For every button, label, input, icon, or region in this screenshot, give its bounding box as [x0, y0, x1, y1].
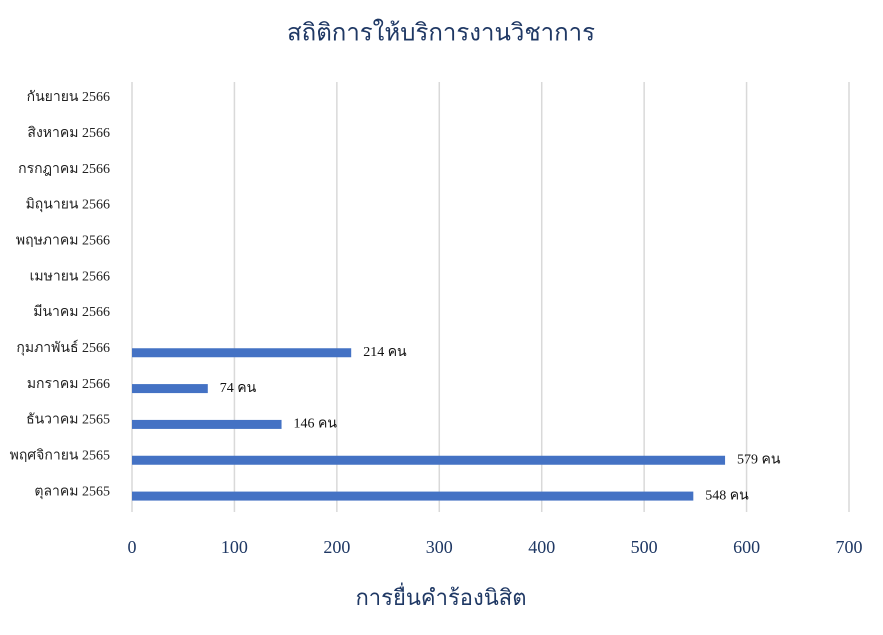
y-tick-label: ธันวาคม 2565: [26, 413, 110, 428]
y-tick-label: มกราคม 2566: [27, 377, 110, 392]
bar: [132, 419, 282, 429]
y-tick-label: กรกฎาคม 2566: [18, 162, 110, 177]
x-tick-label: 400: [528, 537, 555, 557]
x-tick-label: 500: [631, 537, 658, 557]
y-tick-label: เมษายน 2566: [30, 269, 110, 284]
bar: [132, 348, 352, 358]
x-tick-label: 700: [836, 537, 863, 557]
y-tick-label: ตุลาคม 2565: [34, 484, 110, 499]
x-tick-label: 300: [426, 537, 453, 557]
value-label: 146 คน: [294, 417, 338, 432]
x-tick-label: 200: [323, 537, 350, 557]
value-label: 548 คน: [705, 488, 749, 503]
bar: [132, 491, 694, 501]
x-tick-label: 600: [733, 537, 760, 557]
y-tick-label: พฤษภาคม 2566: [16, 233, 110, 248]
bar: [132, 384, 208, 394]
x-tick-label: 0: [128, 537, 137, 557]
y-tick-label: มิถุนายน 2566: [26, 198, 110, 213]
x-axis-label: การยื่นคำร้องนิสิต: [355, 582, 526, 610]
bar: [132, 455, 726, 465]
y-tick-label: กุมภาพันธ์ 2566: [16, 339, 110, 356]
chart-title: สถิติการให้บริการงานวิชาการ: [287, 19, 595, 47]
y-tick-label: มีนาคม 2566: [33, 304, 110, 320]
value-label: 214 คน: [363, 345, 407, 360]
value-label: 579 คน: [737, 452, 781, 467]
y-tick-label: สิงหาคม 2566: [27, 126, 110, 141]
y-tick-label: พฤศจิกายน 2565: [10, 448, 110, 463]
x-tick-label: 100: [221, 537, 248, 557]
y-tick-label: กันยายน 2566: [27, 90, 110, 105]
value-label: 74 คน: [220, 381, 257, 396]
